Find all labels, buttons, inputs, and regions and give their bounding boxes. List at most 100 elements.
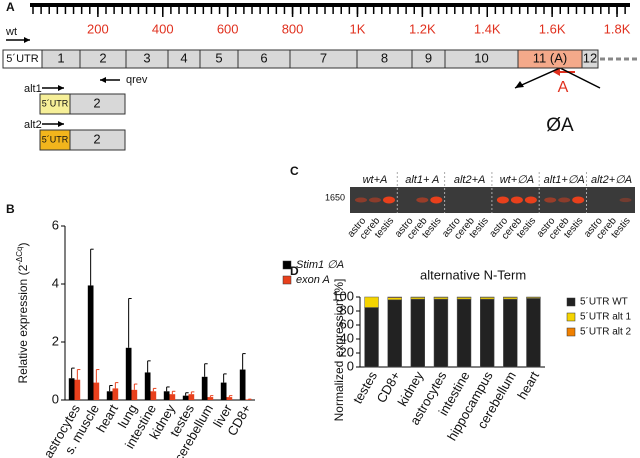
gel-band — [430, 196, 443, 204]
bar-segment — [503, 297, 518, 300]
bar-segment — [433, 298, 449, 368]
ruler-label: 1K — [350, 21, 366, 36]
legend-label: exon A — [296, 274, 330, 286]
gel-band — [524, 196, 537, 204]
arrow-head — [24, 37, 30, 43]
legend-label: 5´UTR alt 1 — [580, 311, 632, 323]
exon-label: 7 — [320, 50, 327, 65]
y-tick-label: 40 — [340, 330, 354, 345]
y-axis-label-part: Relative expression (2 — [16, 264, 30, 383]
bar — [68, 378, 75, 400]
alt1-label: alt1 — [24, 83, 42, 95]
ruler-label: 600 — [217, 21, 239, 36]
bar-segment — [456, 297, 472, 300]
y-tick-label: 2 — [52, 333, 59, 348]
bar — [226, 397, 233, 400]
group-label: alt2+∅A — [591, 174, 632, 186]
group-label: wt+∅A — [500, 174, 534, 186]
gel-band — [619, 197, 632, 203]
exon-label: 2 — [93, 131, 100, 146]
arrow-head — [58, 85, 64, 91]
group-label: wt+A — [363, 174, 388, 186]
exon-label: 3 — [143, 50, 150, 65]
legend-swatch — [566, 312, 576, 322]
panel-letter: D — [290, 264, 299, 278]
exon-box — [581, 49, 599, 69]
ruler-label: 1.8K — [604, 21, 631, 36]
panel-letter: A — [6, 0, 15, 14]
y-tick-label: 20 — [340, 344, 354, 359]
legend-swatch — [566, 297, 576, 307]
y-tick-label: 0 — [347, 358, 354, 373]
bar — [93, 382, 100, 400]
exon-label: 8 — [381, 50, 388, 65]
bar-segment — [387, 296, 402, 298]
y-tick-label: 100 — [332, 288, 354, 303]
ruler-label: 800 — [282, 21, 304, 36]
bar — [201, 376, 208, 400]
bar — [163, 391, 170, 400]
legend-label: Stim1 ∅A — [296, 259, 344, 271]
utr-label: 5´UTR — [42, 134, 69, 144]
arrow-head — [515, 81, 524, 88]
bar — [182, 395, 189, 400]
bar-segment — [410, 298, 425, 368]
y-tick-label: 80 — [340, 302, 354, 317]
y-tick-label: 4 — [52, 275, 59, 290]
bar — [131, 389, 138, 400]
exon-label: 5´UTR — [6, 53, 38, 65]
bar — [239, 369, 246, 400]
y-axis-label: Normalized expression [%] — [332, 279, 346, 422]
x-tick-label: testes — [350, 368, 381, 406]
bar — [245, 399, 252, 400]
gel-band — [369, 197, 381, 203]
exon-box — [69, 93, 126, 115]
y-tick-label: 0 — [52, 391, 59, 406]
bar-segment — [456, 298, 472, 368]
bar — [144, 372, 151, 400]
gel-band — [544, 197, 557, 203]
bar-segment — [410, 297, 425, 300]
bar-segment — [526, 298, 541, 368]
gel-band — [383, 196, 395, 204]
arrow-head — [553, 68, 560, 76]
x-tick-label: heart — [514, 368, 542, 401]
exon-label: 4 — [180, 50, 187, 65]
bar — [106, 391, 113, 400]
exon-label: 2 — [93, 95, 100, 110]
bar-segment — [387, 297, 402, 301]
panel-letter: B — [6, 202, 15, 216]
y-tick-label: 60 — [340, 316, 354, 331]
ruler-label: 1.4K — [474, 21, 501, 36]
exon-label: 11 (A) — [533, 50, 567, 65]
primer-label: A — [558, 79, 569, 96]
ruler-bar — [30, 3, 630, 7]
ruler-label: 1.6K — [539, 21, 566, 36]
gel-band — [496, 196, 509, 204]
gel-band — [416, 197, 429, 203]
bar — [150, 391, 157, 400]
bar — [220, 382, 227, 400]
exon-label: 9 — [425, 50, 432, 65]
qrev-label: qrev — [126, 74, 148, 86]
wt-label: wt — [5, 26, 17, 38]
exon-box — [69, 129, 126, 151]
legend-label: 5´UTR WT — [580, 296, 628, 308]
legend-swatch — [282, 275, 292, 285]
bar — [188, 394, 195, 400]
bar — [74, 379, 81, 400]
y-axis-label: Relative expression (2-ΔCq) — [15, 243, 30, 384]
panel-letter: C — [290, 164, 299, 178]
utr-label: 5´UTR — [42, 98, 69, 108]
legend-swatch — [566, 327, 576, 337]
chart-title: alternative N-Term — [420, 267, 526, 282]
group-label: alt1+∅A — [544, 174, 585, 186]
bar-segment — [480, 297, 495, 300]
ruler-label: 200 — [87, 21, 109, 36]
bar-segment — [387, 299, 402, 368]
exon-label: 10 — [474, 50, 488, 65]
legend-swatch — [282, 260, 292, 270]
ruler-label: 1.2K — [409, 21, 436, 36]
bar — [87, 285, 94, 400]
